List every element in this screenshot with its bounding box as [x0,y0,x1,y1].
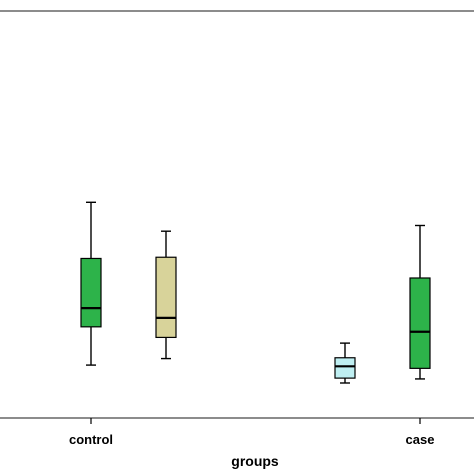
box-iqr [80,257,102,328]
x-tick-label-case: case [406,432,435,447]
box-control-green [80,201,102,366]
x-axis-title: groups [231,453,279,469]
box-control-tan [155,230,177,360]
box-iqr [334,357,356,379]
x-tick-label-control: control [69,432,113,447]
box-iqr [409,277,431,369]
x-ticks: control case [69,418,434,447]
boxes-layer: * [80,201,431,384]
box-case-green [409,224,431,380]
box-iqr [155,256,177,339]
box-case-light_blue [334,342,356,384]
